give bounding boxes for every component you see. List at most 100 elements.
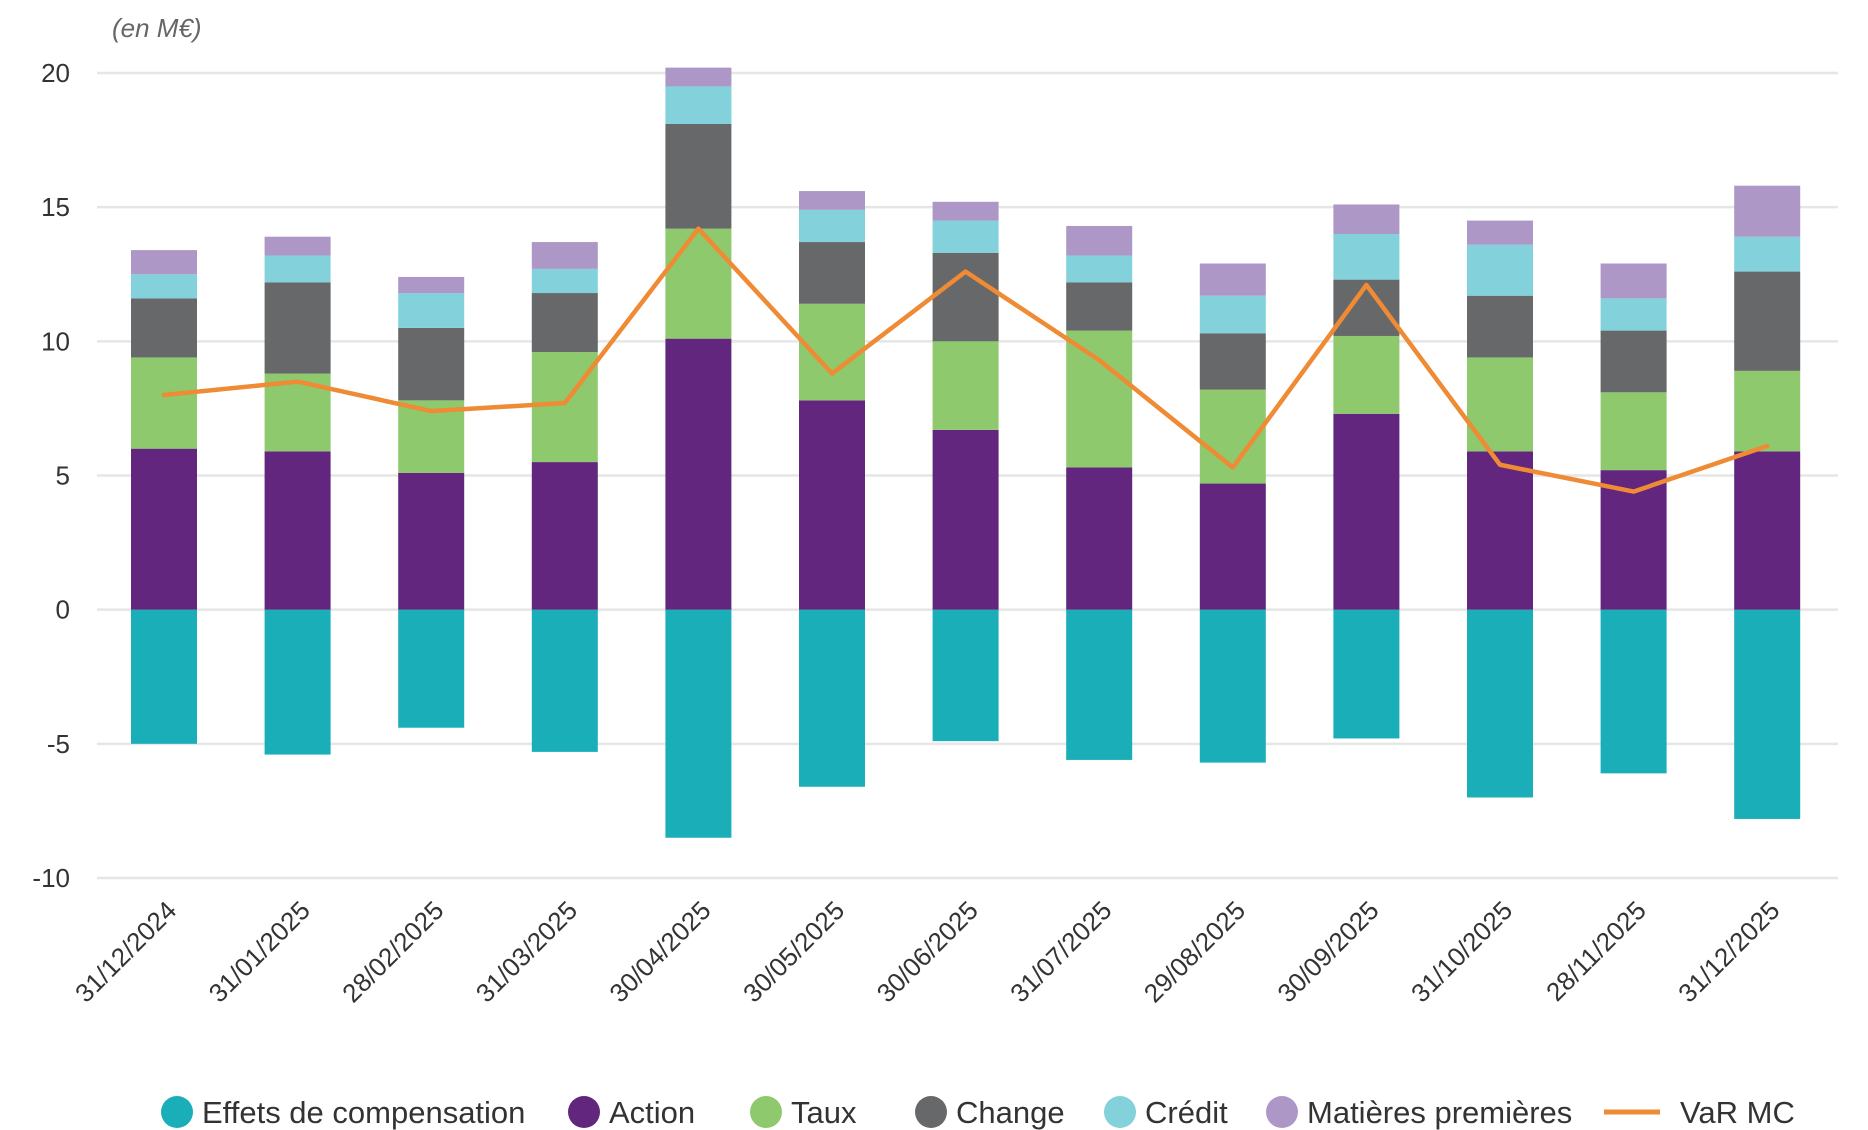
bar-segment (1467, 244, 1533, 296)
bar-segment (1199, 609, 1266, 763)
y-tick-label: -5 (47, 729, 70, 759)
var-line-point (964, 270, 968, 274)
legend-label: Action (609, 1095, 695, 1130)
x-tick-label: 31/03/2025 (470, 895, 583, 1008)
bar-segment (1066, 330, 1133, 468)
bar-segment (1734, 271, 1801, 371)
y-tick-label: 10 (41, 326, 70, 356)
bar-segment (932, 341, 999, 430)
x-tick-label: 28/02/2025 (336, 895, 449, 1008)
bar-segment (799, 242, 865, 304)
bars (131, 67, 1801, 838)
legend-label: Effets de compensation (202, 1095, 525, 1130)
bar-segment (665, 123, 732, 229)
bar-segment (398, 609, 465, 728)
bar-segment (1199, 263, 1266, 296)
legend-item: Crédit (1104, 1095, 1228, 1130)
x-axis: 31/12/2024 31/01/2025 28/02/2025 31/03/2025… (69, 895, 1785, 1008)
x-tick-label: 31/01/2025 (203, 895, 316, 1008)
legend-swatch (1104, 1096, 1136, 1128)
var-line-point (162, 393, 166, 397)
bar-segment (1333, 335, 1400, 414)
bar-segment (799, 191, 865, 210)
bar-segment (1734, 185, 1801, 237)
bar-segment (131, 448, 197, 610)
bar-segment (1467, 451, 1533, 610)
legend-item: Change (915, 1095, 1065, 1130)
bar-segment (1066, 225, 1133, 256)
bar-segment (1333, 204, 1400, 234)
bar-segment (1467, 609, 1533, 798)
bar-segment (1333, 413, 1400, 610)
var-line-point (1231, 465, 1235, 469)
bar-segment (131, 609, 197, 744)
legend-item: VaR MC (1604, 1095, 1795, 1130)
x-tick-label: 30/09/2025 (1271, 895, 1384, 1008)
bar-segment (1066, 282, 1133, 331)
x-tick-label: 29/08/2025 (1138, 895, 1251, 1008)
bar-segment (932, 429, 999, 610)
bar-segment (1600, 298, 1667, 331)
bar-segment (1333, 609, 1400, 739)
bar-segment (1600, 609, 1667, 774)
x-tick-label: 31/12/2025 (1672, 895, 1785, 1008)
bar-segment (665, 609, 732, 838)
x-tick-label: 31/10/2025 (1405, 895, 1518, 1008)
var-line-point (1498, 463, 1502, 467)
bar-segment (1066, 467, 1133, 610)
bar-segment (799, 303, 865, 401)
bar-segment (264, 282, 331, 374)
y-axis: 20 15 10 5 0 -5 -10 (32, 58, 70, 893)
bar-segment (398, 293, 465, 328)
legend-item: Taux (750, 1095, 857, 1130)
legend-label: VaR MC (1680, 1095, 1795, 1130)
y-tick-label: -10 (32, 863, 70, 893)
bar-segment (531, 242, 598, 269)
y-tick-label: 20 (41, 58, 70, 88)
bar-segment (1734, 609, 1801, 819)
bar-segment (131, 274, 197, 299)
x-tick-label: 31/07/2025 (1004, 895, 1117, 1008)
bar-segment (1066, 255, 1133, 283)
legend-item: Matières premières (1266, 1095, 1572, 1130)
bar-segment (1199, 295, 1266, 334)
bar-segment (1734, 451, 1801, 610)
bar-segment (531, 609, 598, 752)
var-line-point (696, 227, 700, 231)
legend-swatch (1266, 1096, 1298, 1128)
bar-segment (1199, 483, 1266, 610)
bar-segment (264, 451, 331, 610)
y-tick-label: 5 (56, 461, 70, 491)
bar-segment (531, 462, 598, 610)
bar-segment (932, 252, 999, 342)
y-tick-label: 0 (56, 595, 70, 625)
bar-segment (1467, 220, 1533, 245)
bar-segment (665, 86, 732, 124)
bar-segment (1600, 392, 1667, 471)
bar-segment (131, 357, 197, 449)
bar-segment (264, 255, 331, 283)
bar-segment (531, 352, 598, 463)
legend-label: Change (956, 1095, 1065, 1130)
bar-segment (1467, 295, 1533, 358)
bar-segment (1600, 330, 1667, 393)
bar-segment (398, 327, 465, 401)
var-line-point (1765, 444, 1769, 448)
x-tick-label: 30/05/2025 (737, 895, 850, 1008)
var-line-point (1364, 283, 1368, 287)
bar-segment (799, 209, 865, 243)
legend-item: Action (568, 1095, 695, 1130)
bar-segment (131, 250, 197, 275)
legend-swatch (915, 1096, 947, 1128)
x-tick-label: 28/11/2025 (1540, 895, 1652, 1007)
bar-segment (398, 472, 465, 610)
var-line-point (429, 409, 433, 413)
legend: Effets de compensation Action Taux Change Cr… (161, 1095, 1795, 1130)
legend-swatch (161, 1096, 193, 1128)
bar-segment (799, 400, 865, 610)
var-line-point (563, 401, 567, 405)
bar-segment (665, 338, 732, 610)
bar-segment (1734, 370, 1801, 452)
var-line (161, 226, 1770, 494)
